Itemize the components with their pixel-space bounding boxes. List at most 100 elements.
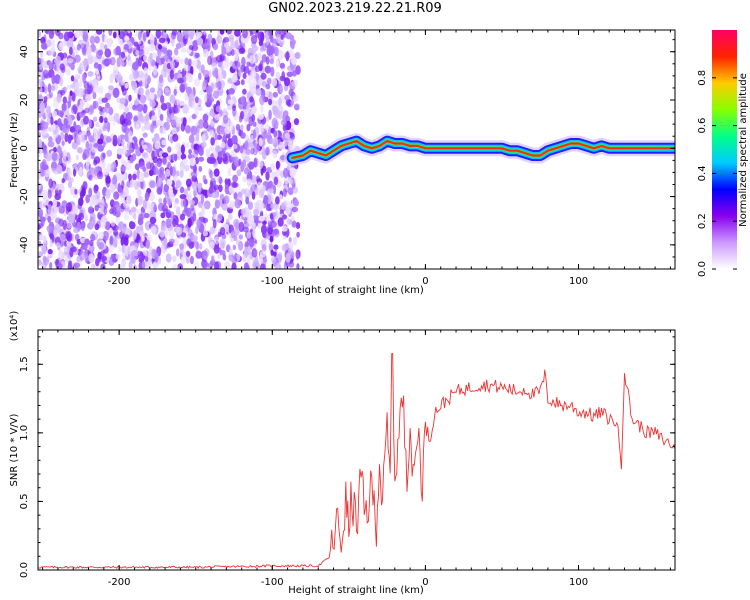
- noise-speckle: [180, 47, 187, 54]
- noise-speckle: [189, 65, 194, 76]
- noise-speckle: [182, 227, 189, 234]
- noise-speckle: [232, 143, 238, 150]
- noise-speckle: [241, 152, 248, 161]
- noise-speckle: [138, 79, 143, 87]
- noise-speckle: [261, 244, 267, 252]
- noise-speckle: [100, 41, 105, 51]
- noise-speckle: [264, 124, 270, 131]
- noise-speckle: [198, 156, 205, 162]
- noise-speckle: [244, 140, 249, 149]
- noise-speckle: [281, 225, 288, 232]
- noise-speckle: [62, 52, 68, 59]
- noise-speckle: [133, 213, 137, 220]
- noise-speckle: [77, 87, 84, 98]
- noise-speckle: [128, 147, 134, 153]
- noise-speckle: [270, 249, 274, 256]
- noise-speckle: [269, 235, 274, 243]
- noise-speckle: [184, 33, 189, 40]
- noise-speckle: [280, 34, 284, 40]
- noise-speckle: [135, 123, 140, 131]
- noise-speckle: [189, 199, 196, 206]
- noise-speckle: [89, 198, 94, 209]
- noise-speckle: [158, 74, 164, 84]
- noise-speckle: [149, 162, 155, 172]
- noise-speckle: [104, 103, 111, 114]
- noise-speckle: [269, 213, 274, 220]
- noise-speckle: [46, 39, 52, 48]
- noise-speckle: [176, 206, 181, 217]
- noise-speckle: [284, 132, 291, 139]
- noise-speckle: [212, 43, 219, 51]
- noise-speckle: [250, 184, 256, 193]
- top-y-tick-label: 0: [19, 145, 30, 151]
- noise-speckle: [142, 32, 147, 42]
- noise-speckle: [185, 178, 192, 188]
- noise-speckle: [260, 72, 267, 80]
- noise-speckle: [241, 159, 247, 168]
- noise-speckle: [209, 241, 215, 250]
- noise-speckle: [106, 122, 111, 133]
- noise-speckle: [85, 160, 90, 167]
- noise-speckle: [187, 229, 193, 237]
- noise-speckle: [139, 180, 144, 190]
- noise-speckle: [167, 146, 172, 153]
- noise-speckle: [202, 69, 210, 78]
- noise-speckle: [94, 223, 100, 231]
- noise-speckle: [116, 74, 123, 83]
- noise-speckle: [242, 88, 247, 95]
- noise-speckle: [234, 198, 241, 209]
- noise-speckle: [121, 226, 127, 234]
- noise-speckle: [78, 131, 83, 141]
- noise-speckle: [159, 229, 165, 238]
- noise-speckle: [186, 194, 191, 201]
- top-y-tick-label: 40: [19, 45, 30, 58]
- noise-speckle: [291, 206, 299, 213]
- noise-speckle: [203, 30, 207, 35]
- noise-speckle: [221, 203, 228, 211]
- noise-speckle: [280, 170, 284, 179]
- noise-speckle: [205, 148, 211, 158]
- noise-speckle: [277, 217, 284, 227]
- noise-speckle: [157, 82, 163, 93]
- noise-speckle: [231, 262, 237, 269]
- noise-speckle: [163, 183, 170, 193]
- noise-speckle: [40, 96, 45, 103]
- noise-speckle: [162, 156, 167, 166]
- noise-speckle: [292, 186, 299, 194]
- noise-speckle: [183, 64, 189, 71]
- noise-speckle: [267, 181, 275, 191]
- noise-speckle: [160, 67, 168, 78]
- noise-speckle: [194, 106, 199, 116]
- noise-speckle: [85, 194, 90, 204]
- bottom-x-tick-label: -100: [261, 577, 284, 588]
- noise-speckle: [238, 234, 243, 240]
- noise-speckle: [136, 44, 140, 52]
- noise-speckle: [141, 260, 146, 269]
- noise-speckle: [102, 152, 106, 159]
- noise-speckle: [236, 169, 242, 177]
- noise-speckle: [39, 63, 43, 71]
- noise-speckle: [92, 116, 98, 122]
- noise-speckle: [264, 65, 272, 74]
- top-y-axis-label: Frequency (Hz): [9, 112, 20, 188]
- noise-speckle: [223, 114, 229, 124]
- noise-speckle: [39, 216, 46, 223]
- noise-speckle: [149, 99, 156, 108]
- noise-speckle: [222, 253, 227, 261]
- noise-speckle: [259, 202, 265, 210]
- noise-speckle: [117, 135, 122, 146]
- noise-speckle: [104, 44, 108, 51]
- noise-speckle: [189, 157, 196, 167]
- noise-speckle: [63, 31, 70, 42]
- noise-speckle: [247, 215, 255, 225]
- noise-speckle: [102, 168, 109, 176]
- noise-speckle: [197, 119, 205, 129]
- noise-speckle: [285, 207, 291, 215]
- noise-speckle: [219, 227, 226, 236]
- noise-speckle: [108, 244, 114, 253]
- noise-speckle: [130, 206, 137, 213]
- noise-speckle: [198, 147, 204, 156]
- noise-speckle: [68, 213, 75, 224]
- noise-speckle: [207, 55, 213, 66]
- noise-speckle: [253, 208, 260, 216]
